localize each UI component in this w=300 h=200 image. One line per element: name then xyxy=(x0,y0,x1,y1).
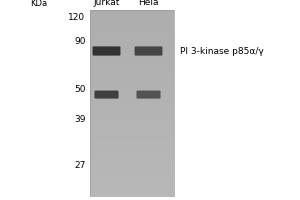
Bar xyxy=(90,10,174,15)
Bar xyxy=(90,75,174,80)
Bar xyxy=(90,140,174,145)
Bar xyxy=(90,42,174,47)
Bar xyxy=(90,103,174,108)
Bar xyxy=(90,159,174,163)
Text: 50: 50 xyxy=(74,85,85,94)
Bar xyxy=(90,191,174,196)
Bar xyxy=(90,38,174,43)
Bar xyxy=(90,177,174,182)
Bar xyxy=(90,121,174,126)
Bar xyxy=(90,28,174,33)
Bar xyxy=(90,10,174,196)
Bar xyxy=(90,84,174,89)
Bar xyxy=(90,61,174,66)
Text: KDa: KDa xyxy=(30,0,48,8)
Bar xyxy=(90,173,174,177)
Bar xyxy=(90,24,174,29)
FancyBboxPatch shape xyxy=(94,91,118,99)
Bar xyxy=(90,163,174,168)
Bar xyxy=(90,135,174,140)
Bar xyxy=(90,33,174,38)
Bar xyxy=(90,14,174,19)
Bar xyxy=(90,94,174,98)
Bar xyxy=(90,107,174,112)
Text: PI 3-kinase p85α/γ: PI 3-kinase p85α/γ xyxy=(180,46,264,55)
Text: 39: 39 xyxy=(74,116,85,124)
Bar xyxy=(90,66,174,70)
Bar xyxy=(90,117,174,122)
Bar xyxy=(90,131,174,136)
Bar xyxy=(90,154,174,159)
Bar xyxy=(90,56,174,61)
FancyBboxPatch shape xyxy=(135,46,163,56)
Bar xyxy=(90,149,174,154)
FancyBboxPatch shape xyxy=(136,91,160,99)
Bar xyxy=(90,182,174,187)
Bar xyxy=(90,80,174,84)
Bar xyxy=(90,126,174,131)
Bar xyxy=(90,186,174,191)
Text: Hela: Hela xyxy=(138,0,159,7)
Bar xyxy=(90,19,174,24)
Bar xyxy=(90,98,174,103)
Bar xyxy=(90,112,174,117)
FancyBboxPatch shape xyxy=(92,46,120,56)
Bar xyxy=(90,89,174,94)
Text: 90: 90 xyxy=(74,38,85,46)
Bar xyxy=(90,47,174,52)
Text: 27: 27 xyxy=(74,162,85,170)
Bar xyxy=(90,52,174,56)
Bar xyxy=(90,168,174,173)
Bar xyxy=(90,70,174,75)
Bar xyxy=(90,145,174,150)
Text: Jurkat: Jurkat xyxy=(93,0,120,7)
Text: 120: 120 xyxy=(68,14,86,22)
